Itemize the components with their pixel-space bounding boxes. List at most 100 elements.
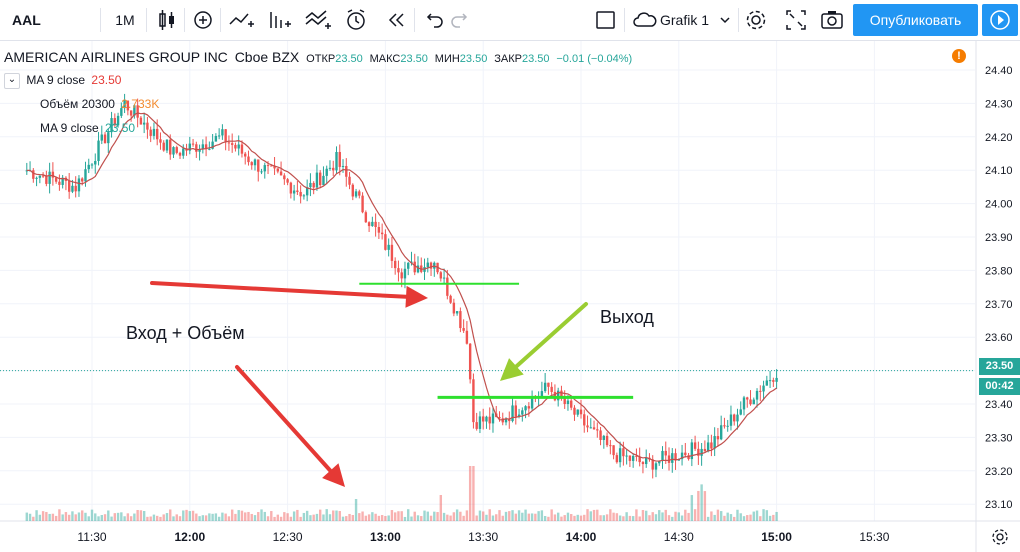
candle-body [90,164,94,166]
chevron-down-icon[interactable]: ⌄ [4,73,20,89]
volume-bar [733,516,736,521]
candle-body [442,277,446,279]
volume-bar [403,516,407,521]
candle-body [710,442,713,449]
volume-bar [328,514,332,521]
candle-body [393,260,397,269]
fullscreen-icon[interactable] [784,6,808,34]
volume-bar [338,511,341,521]
compare-icon[interactable] [228,6,254,34]
candle-body [74,185,77,192]
cloud-icon[interactable] [632,6,658,34]
replay-icon[interactable] [386,6,408,34]
volume-bar [710,511,713,521]
candle-body [178,152,182,156]
candle-body [61,177,64,185]
close-label: ЗАКР [494,53,522,65]
candle-body [628,455,632,461]
layout-name-button[interactable]: Grafik 1 [660,12,710,28]
high-label: МАКС [369,53,401,65]
volume-bar [589,511,592,521]
candle-body [455,311,459,314]
indicators-icon[interactable] [266,6,292,34]
symbol-search-button[interactable]: AAL [12,12,41,28]
candle-body [742,397,746,410]
candle-body [276,168,280,172]
candle-body [713,436,716,449]
volume-bar [250,513,253,521]
candle-body [169,139,172,155]
candle-body [374,221,377,228]
volume-bar [550,509,553,521]
candle-body [449,295,452,303]
candle-body [413,261,416,273]
volume-bar [612,512,615,521]
candle-body [41,175,45,177]
strategy-icon[interactable] [304,6,332,34]
entry-arrow-shaft [150,281,409,299]
candle-body [465,330,469,344]
play-button[interactable] [982,4,1018,36]
publish-button[interactable]: Опубликовать [853,4,978,36]
volume-bar [638,516,641,521]
candle-body [592,427,596,430]
candle-body [204,144,208,150]
candle-body [165,139,169,151]
add-indicator-icon[interactable] [192,6,214,34]
volume-bar [651,512,654,521]
volume-bar [635,509,638,521]
redo-icon[interactable] [450,6,472,34]
open-value: 23.50 [335,53,363,65]
candle-body [152,128,156,136]
volume-bar [296,509,299,521]
volume-bar [508,511,511,521]
volume-bar [609,509,612,521]
volume-bar [772,514,775,521]
interval-button[interactable]: 1M [115,12,135,28]
candles-icon[interactable] [156,6,178,34]
candle-body [38,175,42,178]
volume-bar [491,515,495,521]
high-value: 23.50 [400,53,428,65]
candle-body [693,442,697,449]
volume-bar [521,512,524,521]
candle-body [227,142,231,144]
gear-icon[interactable] [744,6,768,34]
rectangle-icon[interactable] [594,6,618,34]
alert-icon[interactable] [344,6,370,34]
price-tick-label: 23.40 [985,399,1013,411]
candle-body [257,159,260,172]
candle-body [270,165,273,167]
volume-bar [335,510,338,521]
candle-body [400,272,403,279]
volume-bar [162,514,165,521]
candle-body [175,147,178,153]
warning-icon[interactable]: ! [952,49,966,63]
candle-body [283,175,286,180]
candle-body [716,436,720,440]
volume-bar [113,513,117,521]
price-tick-label: 24.40 [985,65,1013,77]
candle-body [472,379,475,423]
volume-bar [178,516,182,521]
volume-bar [446,514,449,521]
volume-bar [299,516,302,521]
volume-bar [224,513,227,521]
chart-area[interactable]: 24.40 24.30 24.20 24.10 24.00 23.90 23.80 23.70… [0,41,1020,552]
candle-body [120,108,123,116]
candle-body [609,445,612,447]
volume-bar [455,509,459,521]
candle-body [426,262,429,268]
volume-bar [71,511,74,521]
gear-icon[interactable] [990,527,1010,547]
candle-body [67,180,71,192]
volume-bar [752,511,755,521]
volume-bar [667,515,671,521]
volume-bar [172,516,175,521]
camera-icon[interactable] [820,6,844,34]
undo-icon[interactable] [422,6,444,34]
chevron-down-icon[interactable] [718,6,732,34]
volume-bar [534,513,537,521]
candle-body [583,414,586,426]
price-chart[interactable]: 24.40 24.30 24.20 24.10 24.00 23.90 23.80 23.70… [0,41,1020,552]
